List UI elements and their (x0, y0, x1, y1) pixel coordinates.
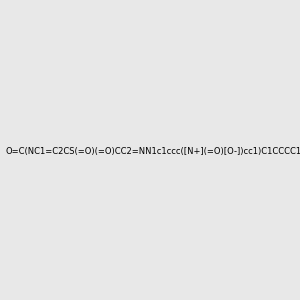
Text: O=C(NC1=C2CS(=O)(=O)CC2=NN1c1ccc([N+](=O)[O-])cc1)C1CCCC1: O=C(NC1=C2CS(=O)(=O)CC2=NN1c1ccc([N+](=O… (6, 147, 300, 156)
